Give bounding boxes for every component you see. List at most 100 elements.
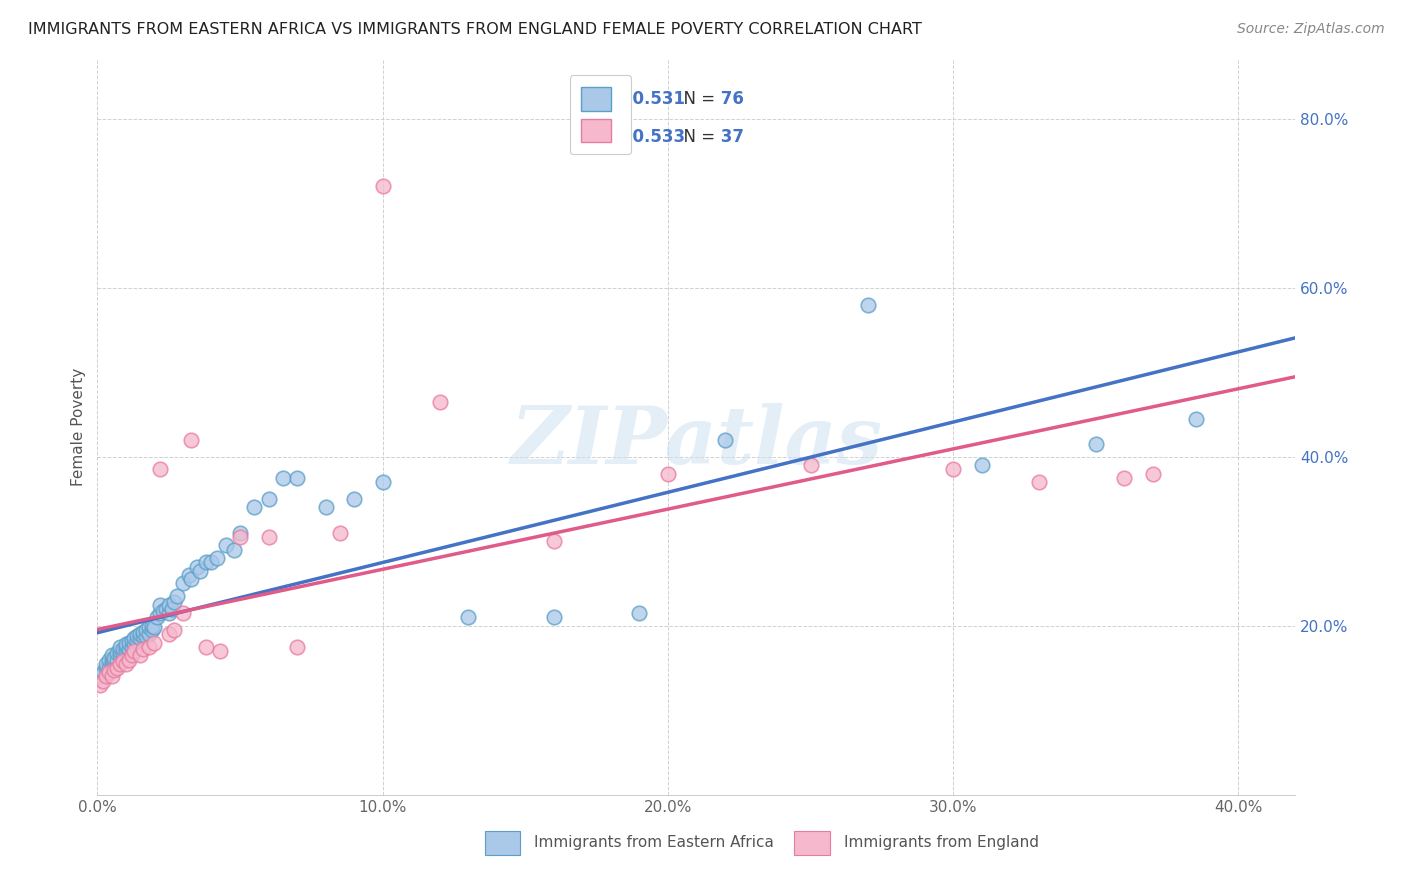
Point xyxy=(97,652,120,666)
Point xyxy=(224,542,246,557)
Point xyxy=(215,538,238,552)
Point xyxy=(108,644,131,658)
Point xyxy=(271,471,294,485)
Point xyxy=(111,646,134,660)
Text: N =: N = xyxy=(673,90,721,108)
Point xyxy=(100,648,122,663)
Point xyxy=(108,640,131,654)
Point xyxy=(146,610,169,624)
Point xyxy=(157,598,180,612)
Point xyxy=(103,663,125,677)
Point xyxy=(115,640,138,654)
Point xyxy=(127,629,149,643)
Point xyxy=(115,644,138,658)
Point xyxy=(543,610,565,624)
Point xyxy=(129,632,152,646)
Point xyxy=(149,462,172,476)
Text: IMMIGRANTS FROM EASTERN AFRICA VS IMMIGRANTS FROM ENGLAND FEMALE POVERTY CORRELA: IMMIGRANTS FROM EASTERN AFRICA VS IMMIGR… xyxy=(28,22,922,37)
Point xyxy=(135,629,157,643)
Point xyxy=(371,475,394,489)
Point xyxy=(89,669,111,683)
Point xyxy=(628,606,651,620)
Point xyxy=(1028,475,1050,489)
Point xyxy=(157,627,180,641)
Text: Source: ZipAtlas.com: Source: ZipAtlas.com xyxy=(1237,22,1385,37)
Point xyxy=(129,648,152,663)
Point xyxy=(108,648,131,663)
Point xyxy=(229,525,252,540)
Point xyxy=(94,661,117,675)
Point xyxy=(115,637,138,651)
Point xyxy=(100,669,122,683)
Point xyxy=(94,657,117,671)
Point xyxy=(543,534,565,549)
Point xyxy=(657,467,679,481)
Point xyxy=(132,629,155,643)
Point xyxy=(155,602,177,616)
Point xyxy=(121,634,143,648)
Point xyxy=(141,623,163,637)
Point xyxy=(129,627,152,641)
Point xyxy=(94,669,117,683)
Text: 0.531: 0.531 xyxy=(620,90,685,108)
Point xyxy=(188,564,211,578)
Point xyxy=(111,654,134,668)
Point xyxy=(285,640,308,654)
Point xyxy=(799,458,821,472)
Point xyxy=(118,635,141,649)
Point xyxy=(160,602,183,616)
Point xyxy=(138,620,160,634)
Point xyxy=(257,491,280,506)
Point xyxy=(143,635,166,649)
Point xyxy=(157,606,180,620)
Point xyxy=(89,678,111,692)
Point xyxy=(149,606,172,620)
Text: 0.533: 0.533 xyxy=(620,128,685,146)
Point xyxy=(1142,467,1164,481)
Point xyxy=(200,555,222,569)
Point xyxy=(166,589,188,603)
Point xyxy=(180,433,202,447)
Text: 37: 37 xyxy=(716,128,744,146)
Point xyxy=(429,394,451,409)
Point xyxy=(100,652,122,666)
Point xyxy=(141,618,163,632)
Point xyxy=(103,654,125,668)
Text: R =: R = xyxy=(586,90,623,108)
Point xyxy=(285,471,308,485)
Point xyxy=(1184,411,1206,425)
Text: 76: 76 xyxy=(716,90,744,108)
Point xyxy=(208,644,231,658)
Point xyxy=(105,652,128,666)
Point xyxy=(115,657,138,671)
Point xyxy=(124,632,146,646)
Point xyxy=(371,179,394,194)
Point xyxy=(172,576,194,591)
Point xyxy=(138,627,160,641)
Point xyxy=(105,661,128,675)
Y-axis label: Female Poverty: Female Poverty xyxy=(72,368,86,486)
Point xyxy=(229,530,252,544)
Point xyxy=(457,610,479,624)
Point xyxy=(1084,437,1107,451)
Point xyxy=(180,572,202,586)
Text: ZIPatlas: ZIPatlas xyxy=(510,403,883,481)
Point xyxy=(149,598,172,612)
Legend: , : , xyxy=(569,75,631,154)
Text: N =: N = xyxy=(673,128,721,146)
Point xyxy=(105,646,128,660)
Point xyxy=(343,491,366,506)
Point xyxy=(127,634,149,648)
Point xyxy=(205,551,228,566)
Point xyxy=(118,642,141,657)
Point xyxy=(97,665,120,680)
Point xyxy=(163,595,186,609)
Point xyxy=(194,640,217,654)
Point xyxy=(177,568,200,582)
Point xyxy=(163,623,186,637)
Point xyxy=(132,642,155,657)
Point xyxy=(108,657,131,671)
Point xyxy=(97,661,120,675)
Point xyxy=(856,298,879,312)
Point xyxy=(124,644,146,658)
